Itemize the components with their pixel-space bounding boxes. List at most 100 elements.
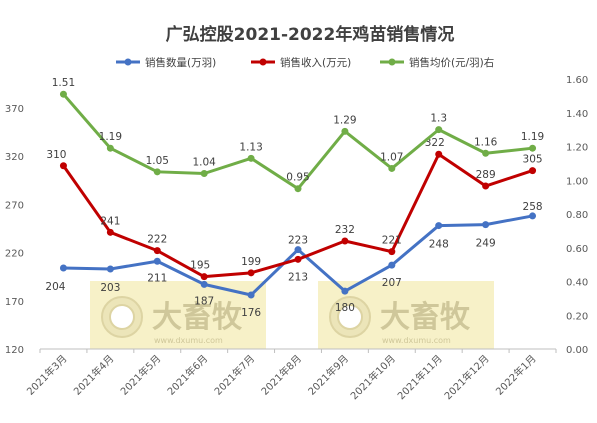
right-axis-tick-label: 0.20 <box>566 311 588 322</box>
right-axis-tick-label: 0.80 <box>566 210 588 221</box>
series-point <box>341 287 349 295</box>
left-axis-tick-label: 270 <box>5 200 24 211</box>
data-label: 0.95 <box>286 172 309 184</box>
series-point <box>388 248 396 256</box>
series-point <box>482 221 490 229</box>
series-point <box>482 149 490 157</box>
x-axis-category-label: 2021年6月 <box>164 352 210 398</box>
x-axis-category-label: 2022年1月 <box>493 352 539 398</box>
right-axis-tick-label: 0.60 <box>566 244 588 255</box>
series-point <box>435 222 443 230</box>
data-label: 1.19 <box>521 131 544 143</box>
data-label: 322 <box>425 137 445 149</box>
left-axis-tick-label: 170 <box>5 297 24 308</box>
series-point <box>153 247 161 255</box>
data-label: 1.3 <box>430 113 447 125</box>
data-label: 1.07 <box>380 151 403 163</box>
data-label: 204 <box>45 281 65 293</box>
data-label: 187 <box>194 295 214 307</box>
legend-marker <box>388 58 396 66</box>
data-label: 241 <box>100 215 120 227</box>
series-point <box>106 144 114 152</box>
left-axis-tick-label: 320 <box>5 152 24 163</box>
x-axis-category-label: 2021年12月 <box>441 352 491 402</box>
data-label: 258 <box>523 201 543 213</box>
right-axis-tick-label: 1.00 <box>566 176 588 187</box>
right-axis-tick-label: 1.40 <box>566 109 588 120</box>
right-axis-tick-label: 1.60 <box>566 75 588 86</box>
data-label: 232 <box>335 224 355 236</box>
series-point <box>388 164 396 172</box>
series-point <box>59 264 67 272</box>
data-label: 1.13 <box>239 141 262 153</box>
right-axis-tick-label: 0.00 <box>566 345 588 356</box>
series-point <box>200 170 208 177</box>
data-label: 1.29 <box>333 114 356 126</box>
watermark-emblem-inner <box>109 304 135 330</box>
data-label: 1.05 <box>146 155 169 167</box>
watermark-url: www.dxumu.com <box>154 336 223 345</box>
data-label: 223 <box>288 235 308 247</box>
series-point <box>106 228 114 236</box>
data-label: 1.51 <box>52 77 75 89</box>
legend-label: 销售收入(万元) <box>280 56 351 69</box>
series-point <box>529 167 537 175</box>
watermark-url: www.dxumu.com <box>382 336 451 345</box>
x-axis-category-label: 2021年10月 <box>348 352 398 402</box>
legend-marker <box>259 58 267 66</box>
watermark-text: 大畜牧 <box>152 300 243 335</box>
left-axis-tick-label: 120 <box>5 345 24 356</box>
data-label: 199 <box>241 256 261 268</box>
series-point <box>59 90 67 98</box>
series-point <box>341 127 349 135</box>
x-axis-category-label: 2021年7月 <box>211 352 257 398</box>
series-point <box>59 162 67 170</box>
data-label: 195 <box>190 260 210 272</box>
series-point <box>153 257 161 265</box>
right-axis-tick-label: 0.40 <box>566 278 588 289</box>
data-label: 1.04 <box>192 157 216 169</box>
x-axis-category-label: 2021年5月 <box>118 352 164 398</box>
x-axis-category-label: 2021年8月 <box>258 352 304 398</box>
watermark-text: 大畜牧 <box>380 300 471 335</box>
watermark-emblem-inner <box>337 304 363 330</box>
data-label: 207 <box>382 277 402 289</box>
data-label: 249 <box>476 238 496 250</box>
x-axis-category-label: 2021年4月 <box>71 352 117 398</box>
series-point <box>200 273 208 281</box>
data-label: 222 <box>147 234 167 246</box>
data-label: 203 <box>100 282 120 294</box>
data-label: 221 <box>382 235 402 247</box>
x-axis-category-label: 2021年3月 <box>24 352 70 398</box>
series-point <box>153 168 161 176</box>
series-point <box>388 261 396 269</box>
x-axis-category-label: 2021年11月 <box>395 352 445 402</box>
series-point <box>529 212 537 220</box>
series-point <box>435 150 443 158</box>
series-point <box>106 265 114 273</box>
series-point <box>200 280 208 288</box>
data-label: 248 <box>429 239 449 251</box>
data-label: 176 <box>241 307 261 319</box>
series-point <box>294 246 302 254</box>
data-label: 180 <box>335 302 355 314</box>
series-point <box>294 185 302 193</box>
data-label: 213 <box>288 271 308 283</box>
series-point <box>482 182 490 190</box>
series-point <box>247 291 255 299</box>
right-axis-tick-label: 1.20 <box>566 143 588 154</box>
left-axis-tick-label: 370 <box>5 104 24 115</box>
series-point <box>294 255 302 263</box>
legend-marker <box>124 58 132 66</box>
series-point <box>435 126 443 134</box>
legend-label: 销售数量(万羽) <box>145 56 216 69</box>
series-point <box>247 269 255 277</box>
data-label: 305 <box>523 154 543 166</box>
data-label: 289 <box>476 169 496 181</box>
data-label: 211 <box>147 272 167 284</box>
legend-label: 销售均价(元/羽)右 <box>409 56 494 69</box>
data-label: 310 <box>46 149 66 161</box>
x-axis-category-label: 2021年9月 <box>305 352 351 398</box>
